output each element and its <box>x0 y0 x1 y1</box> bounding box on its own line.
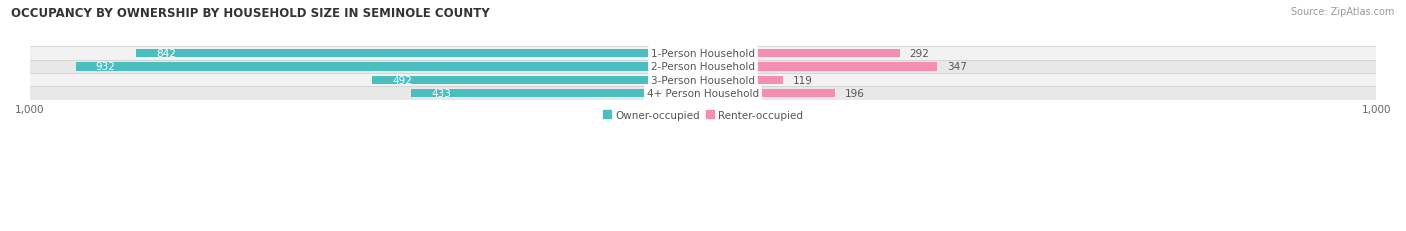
Text: 2-Person Household: 2-Person Household <box>651 62 755 72</box>
Text: Source: ZipAtlas.com: Source: ZipAtlas.com <box>1291 7 1395 17</box>
Text: 3-Person Household: 3-Person Household <box>651 76 755 85</box>
Text: 433: 433 <box>432 89 451 99</box>
Text: 4+ Person Household: 4+ Person Household <box>647 89 759 99</box>
Bar <box>703 76 783 85</box>
Bar <box>703 63 936 71</box>
Bar <box>30 87 1376 100</box>
Bar <box>30 61 1376 74</box>
Text: 292: 292 <box>910 49 929 59</box>
Text: 842: 842 <box>156 49 176 59</box>
Text: 1-Person Household: 1-Person Household <box>651 49 755 59</box>
Bar <box>412 90 703 98</box>
Text: 492: 492 <box>392 76 412 85</box>
Text: 196: 196 <box>845 89 865 99</box>
Bar <box>30 47 1376 61</box>
Bar <box>136 50 703 58</box>
Legend: Owner-occupied, Renter-occupied: Owner-occupied, Renter-occupied <box>599 106 807 124</box>
Text: OCCUPANCY BY OWNERSHIP BY HOUSEHOLD SIZE IN SEMINOLE COUNTY: OCCUPANCY BY OWNERSHIP BY HOUSEHOLD SIZE… <box>11 7 491 20</box>
Bar <box>76 63 703 71</box>
Bar <box>30 74 1376 87</box>
Bar <box>703 90 835 98</box>
Text: 119: 119 <box>793 76 813 85</box>
Bar <box>371 76 703 85</box>
Bar <box>703 50 900 58</box>
Text: 347: 347 <box>946 62 966 72</box>
Text: 932: 932 <box>96 62 115 72</box>
